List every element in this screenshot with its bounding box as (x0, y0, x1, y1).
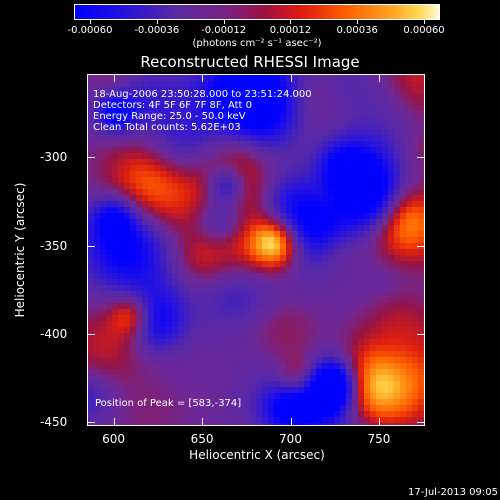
info-block: 18-Aug-2006 23:50:28.000 to 23:51:24.000… (93, 89, 312, 133)
colorbar-tick-label: -0.00060 (67, 25, 113, 36)
x-axis-label: Heliocentric X (arcsec) (189, 448, 325, 462)
colorbar-tick (357, 19, 359, 24)
image-pixels (88, 75, 424, 425)
x-tick (378, 74, 380, 82)
colorbar-tick-label: 0.00036 (336, 25, 378, 36)
y-axis-label: Heliocentric Y (arcsec) (13, 182, 27, 318)
x-tick-label: 650 (190, 432, 214, 446)
colorbar-tick-label: -0.00036 (134, 25, 180, 36)
colorbar-tick (90, 19, 91, 24)
x-tick (290, 74, 292, 82)
y-tick-label: -300 (40, 150, 68, 165)
x-tick (113, 74, 115, 82)
info-counts: Clean Total counts: 5.62E+03 (93, 122, 241, 133)
timestamp: 17-Jul-2013 09:05 (407, 487, 498, 498)
x-tick-label: 750 (367, 432, 391, 446)
info-energy: Energy Range: 25.0 - 50.0 keV (93, 111, 246, 122)
plot-title: Reconstructed RHESSI Image (140, 53, 360, 71)
y-tick (87, 157, 95, 159)
y-tick-label: -450 (40, 415, 68, 430)
rhessi-image (88, 75, 424, 425)
x-tick (113, 418, 115, 426)
info-detectors: Detectors: 4F 5F 6F 7F 8F, Att 0 (93, 100, 253, 111)
colorbar (74, 4, 440, 20)
colorbar-tick-label: 0.00012 (269, 25, 312, 36)
y-tick (417, 157, 425, 159)
colorbar-tick-label: 0.00060 (403, 25, 445, 36)
peak-position: Position of Peak = [583,-374] (95, 398, 242, 409)
x-tick (202, 418, 204, 426)
y-tick (417, 334, 425, 336)
x-tick-label: 600 (102, 432, 125, 446)
y-tick (87, 334, 95, 336)
y-tick (87, 245, 95, 247)
x-tick (378, 418, 380, 426)
x-tick (202, 74, 204, 82)
plot-frame (87, 74, 425, 426)
colorbar-tick (223, 19, 225, 24)
y-tick (417, 245, 425, 247)
colorbar-tick (290, 19, 292, 24)
y-tick-label: -400 (40, 327, 68, 342)
info-time: 18-Aug-2006 23:50:28.000 to 23:51:24.000 (93, 89, 312, 100)
x-tick-label: 700 (279, 432, 302, 446)
colorbar-tick (156, 19, 158, 24)
colorbar-tick-label: -0.00012 (201, 25, 247, 36)
colorbar-tick (424, 19, 425, 24)
y-tick (417, 422, 425, 424)
y-tick (87, 422, 95, 424)
x-tick (290, 418, 292, 426)
colorbar-units: (photons cm⁻² s⁻¹ asec⁻²) (192, 38, 322, 49)
y-tick-label: -350 (40, 238, 68, 253)
